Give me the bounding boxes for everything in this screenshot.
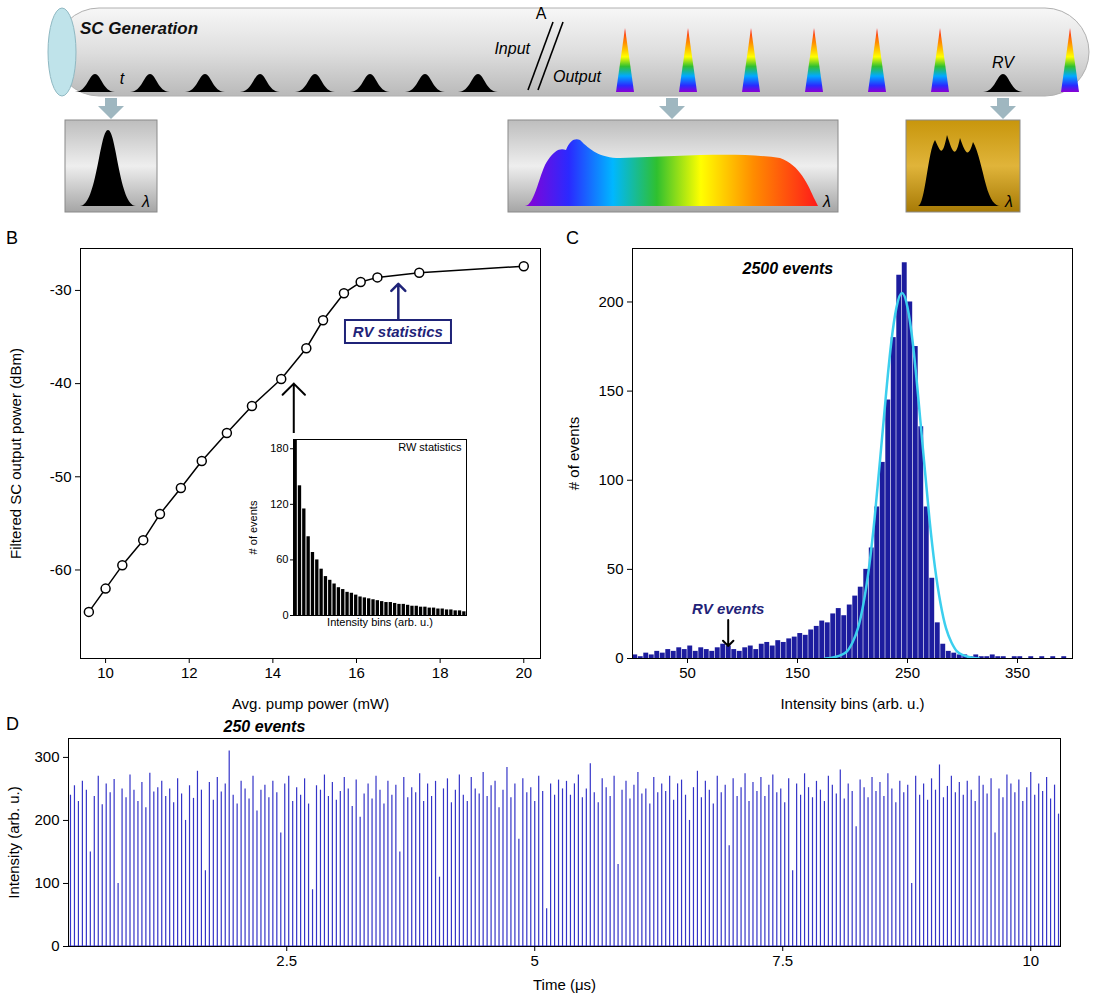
svg-text:200: 200 <box>598 293 623 310</box>
svg-text:A: A <box>536 5 547 22</box>
html-text:B: B <box>6 228 18 248</box>
svg-text:SC Generation: SC Generation <box>80 19 198 38</box>
svg-text:7.5: 7.5 <box>772 952 793 969</box>
svg-text:2500 events: 2500 events <box>742 260 834 277</box>
svg-text:Input: Input <box>494 40 530 57</box>
svg-text:350: 350 <box>1005 664 1030 681</box>
svg-text:-40: -40 <box>50 374 72 391</box>
svg-text:Intensity bins (arb. u.): Intensity bins (arb. u.) <box>327 616 433 628</box>
svg-text:14: 14 <box>265 664 282 681</box>
svg-text:16: 16 <box>348 664 365 681</box>
html-text:RV statistics: RV statistics <box>352 323 443 341</box>
svg-text:-30: -30 <box>50 281 72 298</box>
svg-text:RV: RV <box>992 54 1015 71</box>
svg-text:10: 10 <box>97 664 114 681</box>
svg-text:λ: λ <box>822 193 831 210</box>
svg-text:0: 0 <box>615 649 623 666</box>
svg-text:200: 200 <box>34 811 59 828</box>
svg-text:2.5: 2.5 <box>276 952 297 969</box>
svg-text:# of events: # of events <box>248 500 260 554</box>
svg-text:60: 60 <box>277 553 289 565</box>
svg-text:t: t <box>120 70 125 87</box>
svg-text:Time (μs): Time (μs) <box>533 976 596 993</box>
svg-text:Intensity bins (arb. u.): Intensity bins (arb. u.) <box>780 695 924 712</box>
html-text:D: D <box>6 714 19 734</box>
svg-text:150: 150 <box>598 382 623 399</box>
svg-text:-60: -60 <box>50 561 72 578</box>
svg-text:180: 180 <box>270 442 288 454</box>
svg-text:Avg. pump power (mW): Avg. pump power (mW) <box>232 695 389 712</box>
svg-text:λ: λ <box>1004 193 1013 210</box>
svg-text:10: 10 <box>1022 952 1039 969</box>
svg-text:-50: -50 <box>50 468 72 485</box>
svg-text:300: 300 <box>34 748 59 765</box>
svg-text:RV events: RV events <box>692 600 765 617</box>
svg-text:0: 0 <box>51 937 59 954</box>
svg-text:5: 5 <box>531 952 539 969</box>
svg-text:100: 100 <box>34 874 59 891</box>
svg-text:0: 0 <box>283 609 289 621</box>
svg-text:12: 12 <box>181 664 198 681</box>
svg-text:120: 120 <box>270 498 288 510</box>
svg-text:250: 250 <box>895 664 920 681</box>
svg-text:250 events: 250 events <box>223 718 306 735</box>
html-text:C: C <box>566 228 579 248</box>
svg-text:RW statistics: RW statistics <box>398 441 462 453</box>
svg-text:20: 20 <box>515 664 532 681</box>
svg-text:Filtered SC output power (dBm): Filtered SC output power (dBm) <box>7 348 24 559</box>
svg-text:18: 18 <box>432 664 449 681</box>
svg-text:50: 50 <box>679 664 696 681</box>
svg-text:100: 100 <box>598 471 623 488</box>
svg-text:150: 150 <box>785 664 810 681</box>
svg-text:# of events: # of events <box>565 417 582 490</box>
svg-text:Output: Output <box>553 68 602 85</box>
svg-text:50: 50 <box>607 560 624 577</box>
svg-text:Intensity (arb. u.): Intensity (arb. u.) <box>5 786 22 899</box>
svg-text:λ: λ <box>141 193 150 210</box>
